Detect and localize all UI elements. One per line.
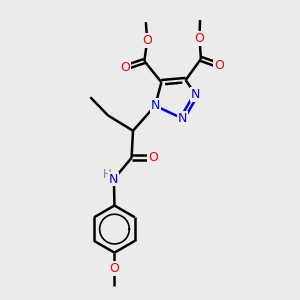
Text: N: N bbox=[150, 99, 160, 112]
Text: N: N bbox=[178, 112, 187, 125]
Text: N: N bbox=[109, 172, 119, 185]
Text: O: O bbox=[142, 34, 152, 47]
Text: O: O bbox=[148, 151, 158, 164]
Text: O: O bbox=[194, 32, 204, 45]
Text: O: O bbox=[214, 59, 224, 72]
Text: N: N bbox=[191, 88, 201, 101]
Text: O: O bbox=[120, 61, 130, 74]
Text: H: H bbox=[102, 168, 111, 181]
Text: O: O bbox=[110, 262, 119, 275]
